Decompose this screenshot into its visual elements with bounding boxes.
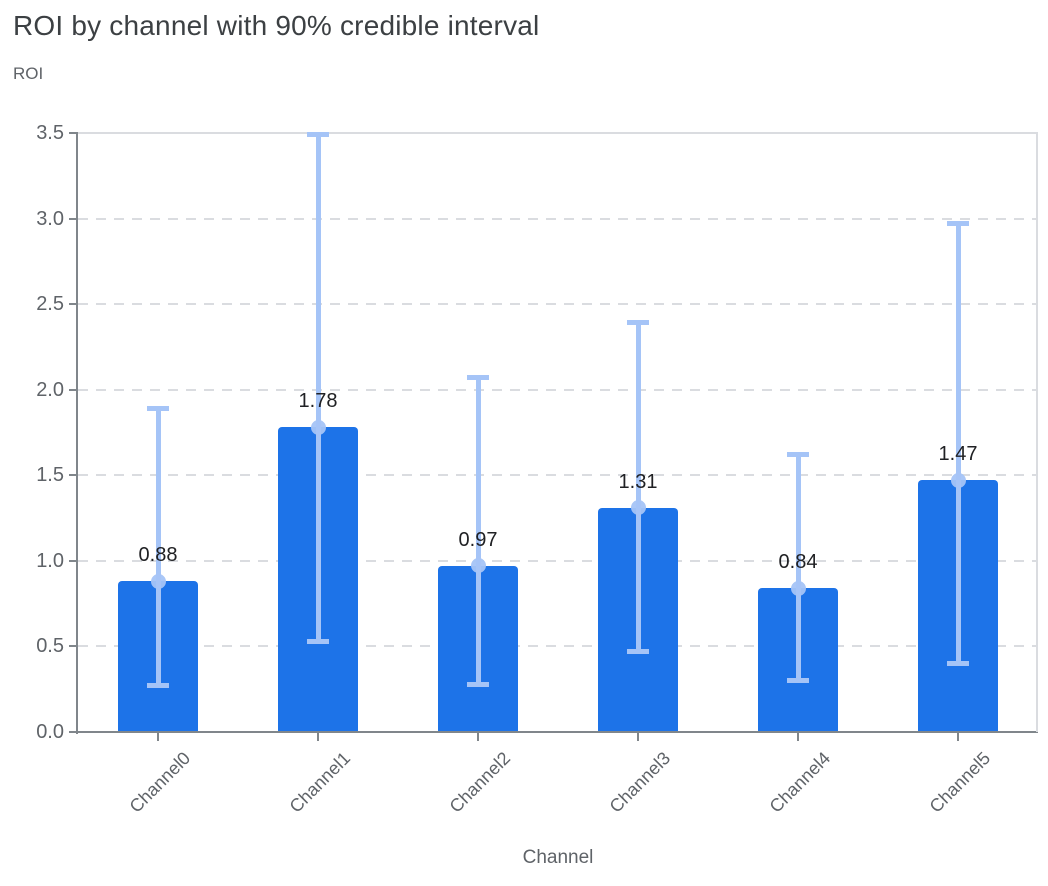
x-tick-label: Channel4	[765, 748, 835, 817]
y-tick-label: 3.5	[36, 122, 64, 144]
chart-title: ROI by channel with 90% credible interva…	[13, 10, 540, 41]
y-tick	[69, 132, 78, 134]
y-tick	[69, 217, 78, 220]
x-tick	[637, 733, 639, 741]
y-axis-line	[76, 133, 78, 734]
gridline	[78, 217, 1038, 220]
error-cap-top	[467, 375, 489, 381]
bar-value-label: 0.88	[138, 544, 178, 567]
bar-value-label: 1.31	[618, 470, 658, 493]
error-bar	[315, 134, 321, 642]
y-tick-label: 2.0	[36, 378, 64, 401]
mean-marker	[310, 419, 326, 435]
y-tick-label: 2.5	[36, 293, 64, 316]
x-tick-label: Channel2	[445, 748, 515, 817]
gridline	[78, 303, 1038, 306]
error-bar	[795, 454, 801, 681]
y-tick-label: 1.5	[36, 464, 64, 487]
error-cap-bottom	[947, 661, 969, 667]
bar-value-label: 1.78	[298, 390, 338, 413]
error-cap-top	[787, 452, 809, 458]
y-tick	[69, 559, 78, 562]
y-axis-title: ROI	[13, 64, 44, 83]
error-cap-top	[947, 221, 969, 227]
error-bar	[475, 377, 481, 685]
y-tick-label: 3.0	[36, 207, 64, 230]
plot-right-border	[1036, 133, 1038, 732]
error-cap-bottom	[787, 678, 809, 684]
gridline	[78, 388, 1038, 391]
error-cap-bottom	[307, 638, 329, 644]
x-tick	[157, 733, 159, 741]
mean-marker	[950, 472, 966, 488]
gridline	[78, 132, 1038, 134]
y-tick	[69, 388, 78, 391]
x-tick	[957, 733, 959, 741]
x-axis-title: Channel	[522, 847, 594, 868]
y-tick-label: 0.5	[36, 635, 64, 658]
error-bar	[635, 322, 641, 652]
error-cap-bottom	[147, 683, 169, 689]
error-bar	[155, 408, 161, 686]
x-tick	[477, 733, 479, 741]
x-tick	[797, 733, 799, 741]
gridline	[78, 645, 1038, 648]
y-tick	[69, 474, 78, 477]
y-tick-label: 1.0	[36, 549, 64, 572]
y-tick-label: 0.0	[36, 721, 64, 743]
error-cap-top	[147, 406, 169, 412]
bar-value-label: 1.47	[938, 443, 978, 466]
gridline	[78, 559, 1038, 562]
mean-marker	[150, 573, 166, 589]
y-tick	[69, 731, 78, 733]
mean-marker	[470, 558, 486, 574]
x-tick-label: Channel3	[605, 748, 675, 817]
bar-value-label: 0.84	[778, 551, 818, 574]
gridline	[78, 474, 1038, 477]
error-cap-top	[627, 320, 649, 326]
error-bar	[955, 223, 961, 664]
error-cap-top	[307, 132, 329, 138]
x-axis-line	[76, 731, 1038, 733]
error-cap-bottom	[627, 649, 649, 655]
y-tick	[69, 645, 78, 648]
mean-marker	[790, 580, 806, 596]
bar-value-label: 0.97	[458, 528, 498, 551]
mean-marker	[630, 500, 646, 516]
x-tick-label: Channel5	[925, 748, 995, 817]
x-tick	[317, 733, 319, 741]
y-tick	[69, 303, 78, 306]
x-tick-label: Channel1	[285, 748, 355, 817]
error-cap-bottom	[467, 681, 489, 687]
x-tick-label: Channel0	[125, 748, 195, 817]
